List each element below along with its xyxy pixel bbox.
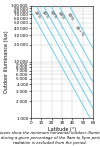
Text: The curves show the minimum horizontal outdoor illuminance
available during a gi: The curves show the minimum horizontal o… bbox=[0, 131, 100, 145]
Text: 40%: 40% bbox=[41, 10, 50, 20]
Text: 20%: 20% bbox=[33, 10, 42, 20]
Text: 80%: 80% bbox=[57, 11, 66, 21]
Text: 60%: 60% bbox=[49, 10, 57, 20]
Text: 90+%: 90+% bbox=[74, 26, 84, 38]
Y-axis label: Outdoor illuminance (lux): Outdoor illuminance (lux) bbox=[4, 31, 9, 93]
X-axis label: Latitude (°): Latitude (°) bbox=[48, 127, 76, 132]
Text: 90%: 90% bbox=[66, 13, 75, 22]
